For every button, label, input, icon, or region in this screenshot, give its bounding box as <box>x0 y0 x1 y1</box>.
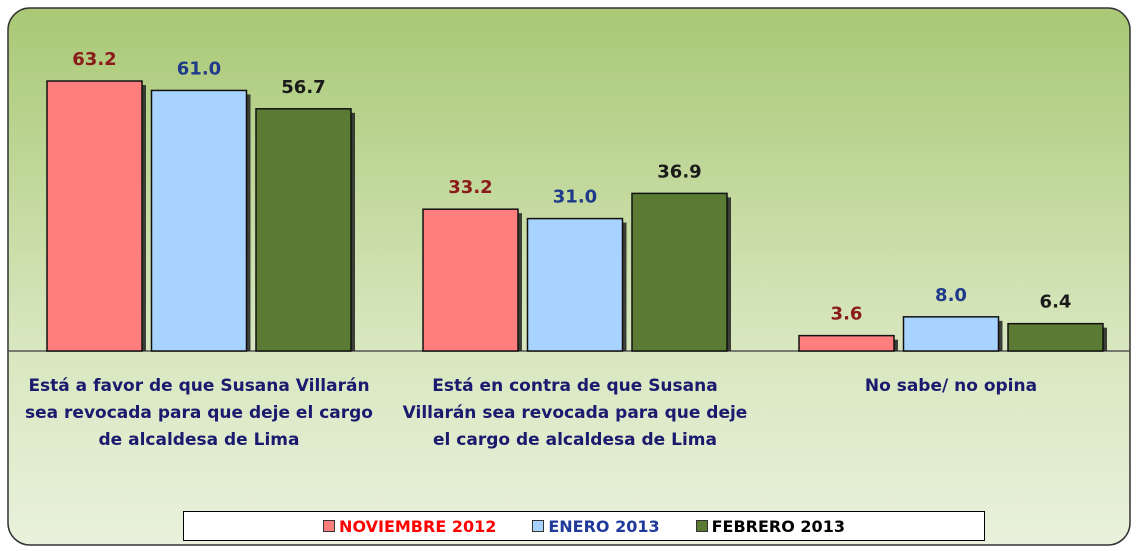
data-label: 8.0 <box>935 285 967 306</box>
bar <box>150 89 248 352</box>
legend-item: ENERO 2013 <box>532 516 660 536</box>
legend-label: NOVIEMBRE 2012 <box>339 516 497 536</box>
legend-swatch <box>532 520 545 532</box>
data-label: 56.7 <box>281 77 325 98</box>
bar <box>46 80 143 352</box>
bar <box>902 316 1000 352</box>
bar <box>422 208 519 352</box>
data-label: 63.2 <box>72 49 116 70</box>
legend-item: FEBRERO 2013 <box>695 516 845 536</box>
bar <box>255 108 352 352</box>
data-label: 61.0 <box>177 58 221 79</box>
data-label: 31.0 <box>553 187 597 208</box>
x-tick-label: Está a favor de que Susana Villarán sea … <box>25 376 373 450</box>
bar <box>1007 322 1104 352</box>
data-label: 33.2 <box>448 177 492 198</box>
bar <box>798 334 895 352</box>
data-label: 3.6 <box>831 304 863 325</box>
legend: NOVIEMBRE 2012 ENERO 2013 FEBRERO 2013 <box>183 511 985 541</box>
data-label: 36.9 <box>657 161 701 182</box>
bar <box>631 192 728 352</box>
legend-swatch <box>695 520 708 532</box>
x-tick-label: No sabe/ no opina <box>864 376 1038 396</box>
x-tick-label: Está en contra de que Susana Villarán se… <box>402 376 748 450</box>
legend-swatch <box>323 520 336 532</box>
legend-label: ENERO 2013 <box>548 516 660 536</box>
legend-label: FEBRERO 2013 <box>711 516 845 536</box>
bar <box>526 217 624 352</box>
legend-item: NOVIEMBRE 2012 <box>323 517 496 536</box>
data-label: 6.4 <box>1040 292 1072 313</box>
